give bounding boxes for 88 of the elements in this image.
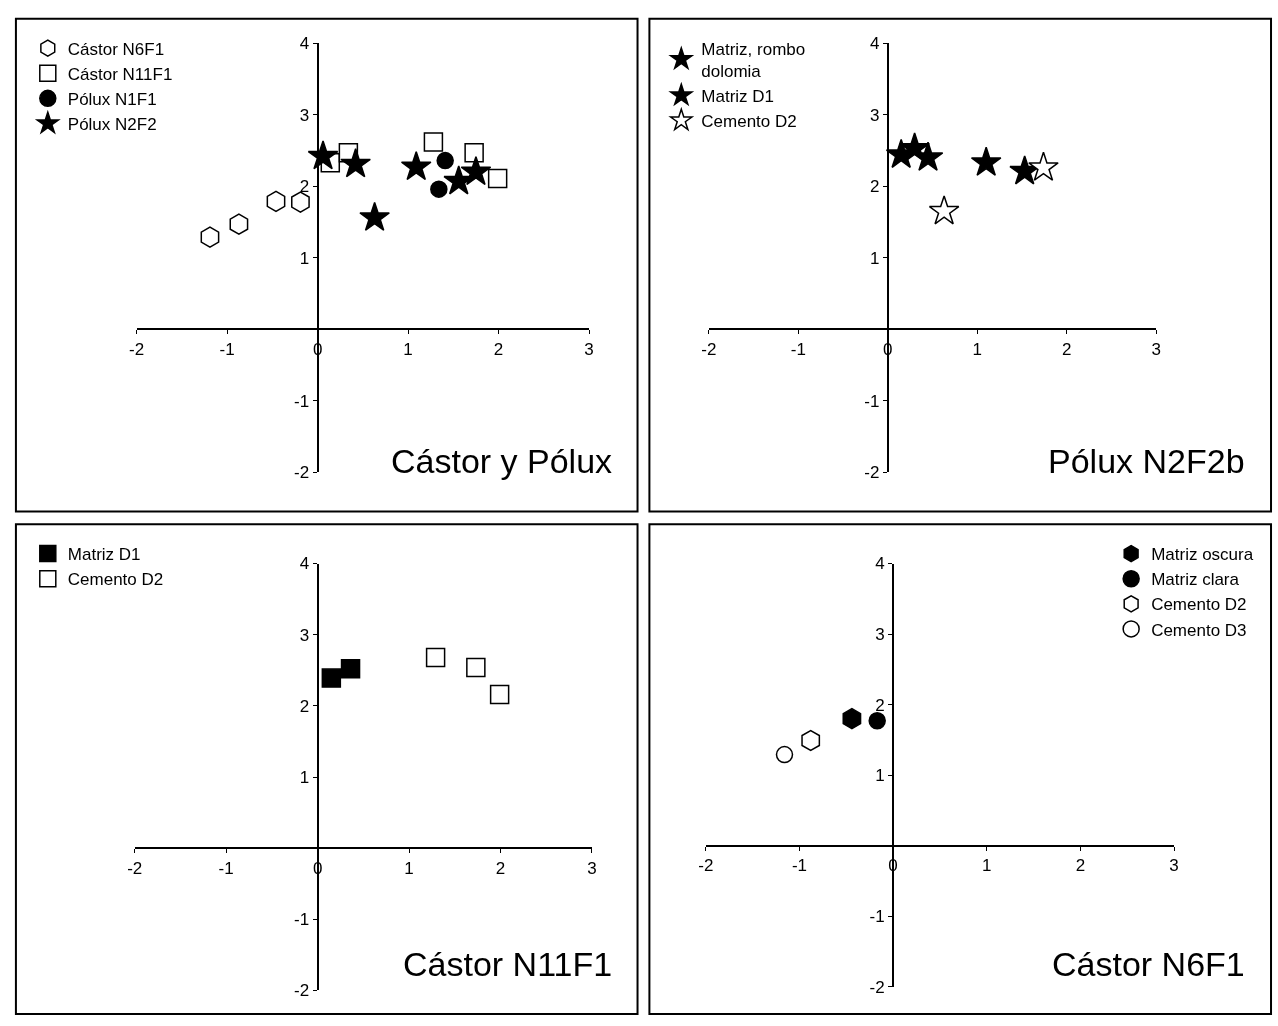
- point: [775, 745, 794, 764]
- text: Pólux N2F2b: [1048, 442, 1245, 480]
- y-tick-label: -1: [869, 907, 885, 927]
- point: [464, 142, 484, 163]
- y-tick-label: 1: [869, 248, 880, 268]
- text: Cástor N11F1: [403, 945, 613, 983]
- point: [400, 150, 432, 181]
- legend-label: Pólux N2F2: [67, 115, 157, 135]
- y-tick-label: 3: [299, 105, 310, 125]
- point: [340, 659, 361, 679]
- legend-label: Cástor N6F1: [67, 39, 165, 59]
- x-tick-label: 2: [1061, 339, 1072, 359]
- point: [425, 647, 446, 668]
- x-tick-label: -2: [698, 855, 714, 875]
- x-tick-label: -2: [127, 858, 143, 878]
- x-tick-label: -1: [791, 855, 808, 875]
- point: [842, 707, 862, 730]
- x-tick-label: 3: [1151, 339, 1161, 359]
- y-tick-label: 4: [299, 554, 310, 574]
- point: [912, 141, 944, 171]
- point: [466, 657, 486, 678]
- legend-label: Cemento D2: [1151, 595, 1247, 615]
- y-tick-label: 1: [875, 766, 885, 785]
- point: [801, 729, 821, 752]
- x-tick-label: 3: [584, 339, 594, 359]
- y-tick-label: 3: [869, 105, 880, 125]
- point: [487, 168, 508, 189]
- point: [460, 155, 492, 186]
- y-tick-label: 4: [875, 554, 885, 574]
- y-tick-label: 1: [299, 248, 310, 268]
- point: [436, 151, 454, 170]
- x-tick-label: -2: [129, 339, 145, 359]
- legend-label: Matriz D1: [701, 86, 775, 106]
- point: [359, 201, 391, 231]
- legend-label: Cemento D2: [701, 112, 797, 132]
- y-tick-label: -2: [294, 981, 310, 1001]
- y-tick-label: 2: [869, 177, 880, 197]
- point: [266, 190, 286, 213]
- y-tick-label: -2: [294, 463, 310, 483]
- x-tick-label: 1: [972, 339, 982, 359]
- y-tick-label: 1: [299, 767, 310, 787]
- y-tick-label: -1: [864, 391, 880, 411]
- point: [928, 195, 960, 225]
- x-tick-label: -1: [790, 339, 806, 359]
- x-tick-label: 3: [587, 858, 597, 878]
- x-tick-label: 3: [1169, 855, 1179, 875]
- y-tick-label: 3: [299, 625, 310, 645]
- point: [307, 140, 339, 170]
- legend-label: Matriz clara: [1151, 570, 1240, 590]
- text: Cástor N6F1: [1052, 945, 1245, 983]
- x-tick-label: 2: [1075, 855, 1086, 875]
- legend-label: Matriz oscura: [1151, 545, 1254, 565]
- x-tick-label: -1: [219, 339, 235, 359]
- y-tick-label: 4: [869, 34, 880, 54]
- y-tick-label: -1: [294, 391, 310, 411]
- y-tick-label: 2: [875, 695, 885, 715]
- y-tick-label: 2: [299, 177, 310, 197]
- y-tick-label: 2: [299, 696, 310, 716]
- y-tick-label: -1: [294, 910, 310, 930]
- point: [229, 213, 249, 235]
- y-tick-label: 4: [299, 34, 310, 54]
- point: [430, 180, 448, 198]
- point: [200, 226, 220, 248]
- x-tick-label: 1: [404, 858, 414, 878]
- legend-label: Cástor N11F1: [67, 64, 173, 84]
- x-tick-label: 1: [403, 339, 413, 359]
- legend-label: Cemento D2: [67, 570, 164, 590]
- legend-label: Matriz, rombo dolomia: [701, 39, 806, 81]
- legend-label: Pólux N1F1: [67, 89, 157, 109]
- y-tick-label: 3: [875, 624, 885, 644]
- point: [1028, 151, 1059, 181]
- x-tick-label: -2: [701, 339, 717, 359]
- y-tick-label: -2: [869, 977, 885, 997]
- point: [868, 712, 886, 730]
- x-tick-label: 2: [493, 339, 504, 359]
- text: Cástor y Pólux: [391, 442, 613, 480]
- x-tick-label: 2: [495, 858, 506, 878]
- y-tick-label: -2: [864, 463, 880, 483]
- x-tick-label: -1: [218, 858, 234, 878]
- point: [340, 148, 372, 178]
- point: [321, 668, 342, 688]
- x-tick-label: 1: [982, 855, 992, 875]
- point: [489, 684, 510, 705]
- legend-label: Matriz D1: [67, 545, 141, 565]
- legend-label: Cemento D3: [1151, 620, 1247, 640]
- point: [970, 146, 1002, 176]
- point: [291, 191, 310, 213]
- point: [423, 132, 444, 152]
